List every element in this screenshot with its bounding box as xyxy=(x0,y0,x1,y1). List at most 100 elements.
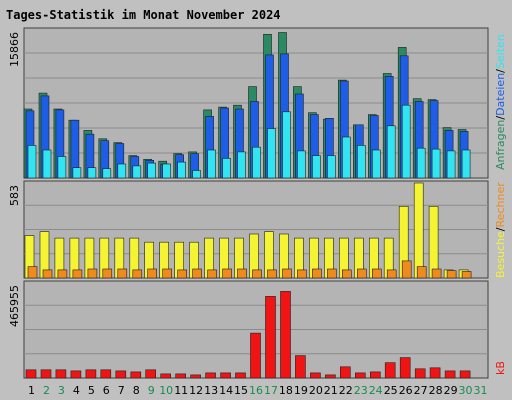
day-label-25: 25 xyxy=(384,384,398,397)
bar-seiten-5 xyxy=(87,167,97,179)
day-labels: 1 2 3 4 5 6 7 8 9 10 11 12 13 14 15 16 17 18 19 20 21 22 23 24 2… xyxy=(28,384,488,397)
day-label-23: 23 xyxy=(354,384,368,397)
bar-kb-3 xyxy=(55,369,67,379)
legend-item-kb: kB xyxy=(494,361,507,375)
bar-rechner-6 xyxy=(102,268,113,279)
day-label-17: 17 xyxy=(264,384,278,397)
legend-separator: / xyxy=(494,227,507,231)
day-label-15: 15 xyxy=(234,384,248,397)
bar-kb-24 xyxy=(369,371,381,379)
bar-kb-14 xyxy=(220,372,231,379)
bar-seiten-14 xyxy=(222,158,231,179)
bar-rechner-9 xyxy=(147,268,157,279)
bar-rechner-12 xyxy=(192,268,202,279)
bar-kb-11 xyxy=(175,373,186,379)
bar-kb-6 xyxy=(100,369,112,379)
bar-seiten-23 xyxy=(356,145,366,179)
bar-seiten-24 xyxy=(371,149,381,179)
bar-seiten-22 xyxy=(341,136,351,179)
bar-rechner-5 xyxy=(87,268,98,279)
bar-rechner-25 xyxy=(386,269,397,279)
bar-kb-1 xyxy=(25,369,37,379)
bar-seiten-18 xyxy=(282,111,291,179)
bar-seiten-3 xyxy=(57,156,67,179)
bar-seiten-29 xyxy=(446,150,456,179)
day-label-13: 13 xyxy=(204,384,218,397)
day-label-30: 30 xyxy=(459,384,473,397)
bar-seiten-16 xyxy=(252,146,261,179)
bar-seiten-28 xyxy=(431,148,441,179)
day-label-21: 21 xyxy=(324,384,338,397)
legend-panel-2: Besuche/Rechner xyxy=(494,182,507,278)
bar-rechner-18 xyxy=(282,268,292,279)
bar-kb-2 xyxy=(40,369,52,379)
bar-rechner-1 xyxy=(27,266,38,279)
bar-seiten-12 xyxy=(192,170,201,179)
bar-kb-5 xyxy=(85,369,97,379)
bar-seiten-13 xyxy=(207,149,216,179)
bar-rechner-2 xyxy=(42,269,53,279)
bar-kb-17 xyxy=(265,296,276,379)
bar-rechner-24 xyxy=(371,268,382,279)
bar-rechner-19 xyxy=(297,269,307,279)
bar-rechner-7 xyxy=(117,268,128,279)
day-label-26: 26 xyxy=(399,384,413,397)
day-label-1: 1 xyxy=(28,384,35,397)
bar-kb-27 xyxy=(414,368,426,379)
bar-rechner-14 xyxy=(222,268,232,279)
scale-labels: 15866 583 465955 xyxy=(8,32,21,327)
bar-rechner-27 xyxy=(416,266,427,279)
y-scale-label-requests: 15866 xyxy=(8,32,21,67)
legend-item-seiten: Seiten xyxy=(494,34,507,69)
bar-rechner-30 xyxy=(461,271,472,279)
bar-rechner-3 xyxy=(57,269,68,279)
day-label-24: 24 xyxy=(369,384,383,397)
legend-separator: / xyxy=(494,116,507,120)
bar-rechner-29 xyxy=(446,270,457,279)
bar-kb-7 xyxy=(115,370,127,379)
bar-rechner-10 xyxy=(162,268,172,279)
day-label-9: 9 xyxy=(148,384,155,397)
bars xyxy=(23,32,472,379)
y-scale-label-kb: 465955 xyxy=(8,285,21,327)
legend-separator: / xyxy=(494,69,507,73)
bar-seiten-2 xyxy=(42,149,52,179)
bar-besuche-27 xyxy=(413,182,424,279)
bar-seiten-1 xyxy=(27,145,37,179)
day-label-10: 10 xyxy=(159,384,173,397)
bar-seiten-17 xyxy=(267,128,276,179)
day-label-27: 27 xyxy=(414,384,428,397)
bar-rechner-23 xyxy=(356,268,367,279)
bar-rechner-4 xyxy=(72,269,83,279)
bar-seiten-26 xyxy=(401,104,411,179)
bar-rechner-17 xyxy=(267,269,277,279)
bar-seiten-9 xyxy=(147,162,156,179)
bar-seiten-30 xyxy=(461,149,471,179)
bar-seiten-8 xyxy=(132,165,142,179)
bar-rechner-13 xyxy=(207,269,217,279)
bar-kb-29 xyxy=(444,370,456,379)
bar-seiten-15 xyxy=(237,151,246,179)
bar-seiten-27 xyxy=(416,147,426,179)
day-label-14: 14 xyxy=(219,384,233,397)
day-label-19: 19 xyxy=(294,384,308,397)
y-scale-label-visits: 583 xyxy=(8,185,21,206)
bar-seiten-20 xyxy=(312,155,321,179)
bar-besuche-28 xyxy=(428,206,439,279)
chart-title: Tages-Statistik im Monat November 2024 xyxy=(6,8,281,22)
bar-rechner-15 xyxy=(237,268,247,279)
day-label-28: 28 xyxy=(429,384,443,397)
bar-kb-8 xyxy=(130,371,142,379)
bar-kb-20 xyxy=(310,372,321,379)
bar-rechner-22 xyxy=(341,269,352,279)
bar-seiten-4 xyxy=(72,167,82,179)
day-label-29: 29 xyxy=(444,384,458,397)
bar-kb-21 xyxy=(325,374,336,379)
bar-kb-30 xyxy=(459,370,471,379)
bar-rechner-26 xyxy=(401,260,412,279)
legend-item-dateien: Dateien xyxy=(494,73,507,116)
bar-seiten-19 xyxy=(297,150,306,179)
day-label-7: 7 xyxy=(118,384,125,397)
bar-kb-26 xyxy=(399,357,411,379)
